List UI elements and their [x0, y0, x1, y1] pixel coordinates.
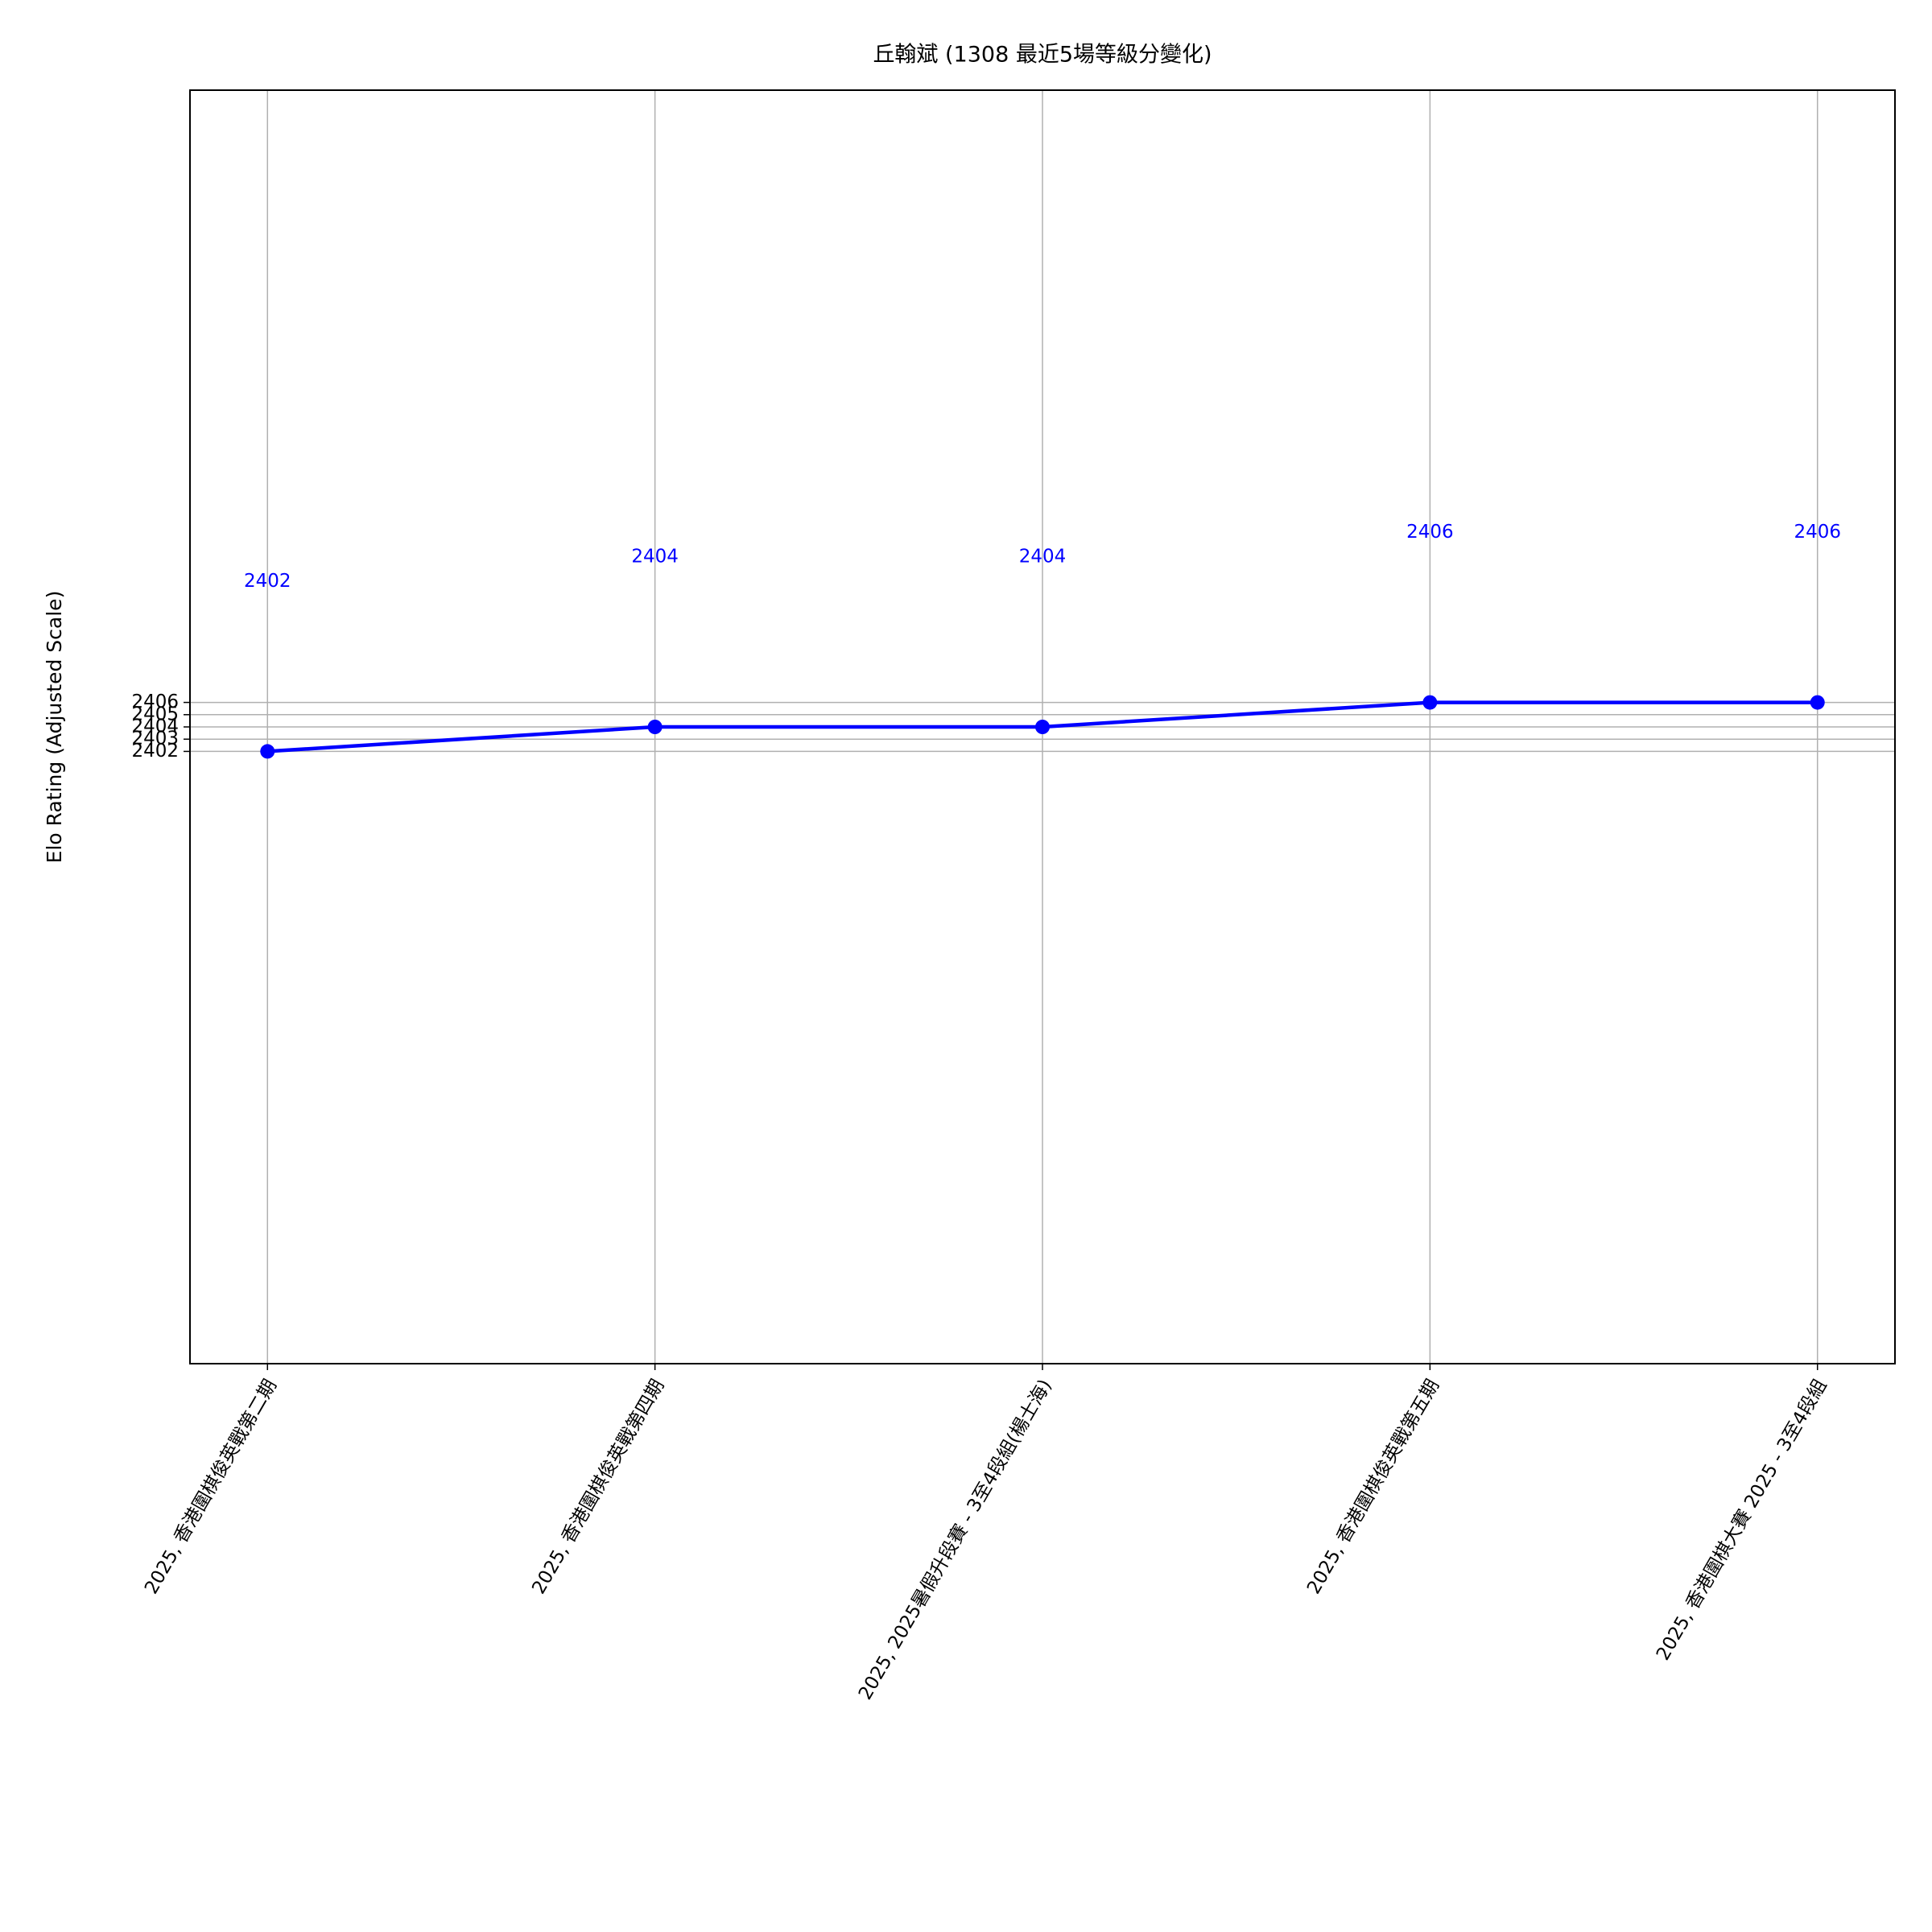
- y-axis-label: Elo Rating (Adjusted Scale): [43, 591, 66, 864]
- marker: [1035, 720, 1050, 734]
- marker: [647, 720, 663, 734]
- y-tick-label: 2404: [131, 716, 179, 737]
- data-label: 2404: [631, 547, 679, 568]
- data-label: 2406: [1406, 522, 1454, 543]
- y-tick-label: 2403: [131, 729, 179, 749]
- y-tick-label: 2406: [131, 691, 179, 712]
- data-label: 2406: [1794, 522, 1841, 543]
- data-label: 2404: [1019, 547, 1067, 568]
- y-tick-label: 2402: [131, 741, 179, 762]
- y-tick-label: 2405: [131, 704, 179, 724]
- data-label: 2402: [244, 571, 291, 592]
- marker: [1422, 695, 1438, 710]
- chart-title: 丘翰斌 (1308 最近5場等級分變化): [873, 43, 1212, 68]
- marker: [260, 744, 275, 759]
- marker: [1810, 695, 1825, 710]
- plot-frame: [189, 89, 1896, 1364]
